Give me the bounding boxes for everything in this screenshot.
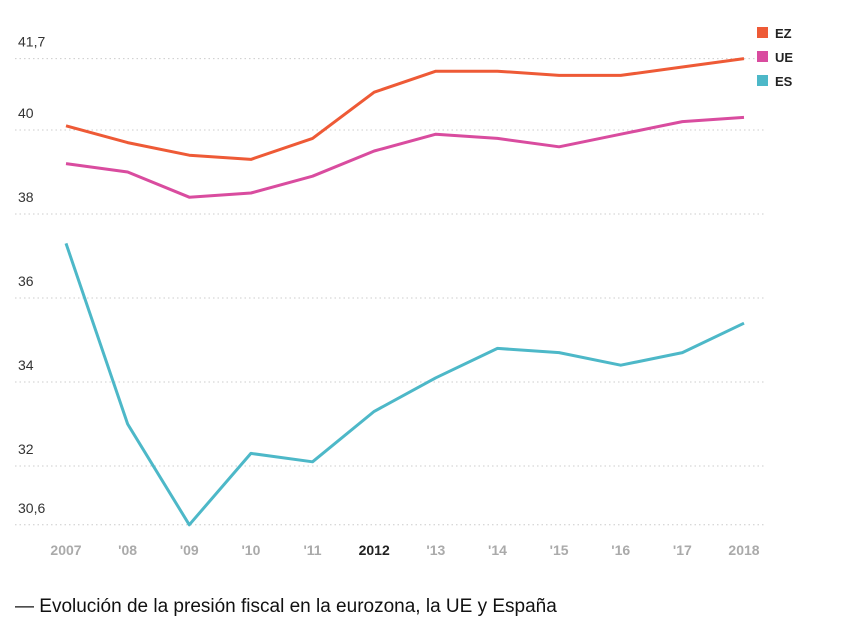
x-tick-label: '14 bbox=[488, 542, 507, 558]
y-tick-label: 34 bbox=[18, 357, 34, 373]
x-tick-label: '11 bbox=[303, 542, 321, 558]
legend-label: UE bbox=[775, 50, 793, 65]
x-tick-label: 2018 bbox=[728, 542, 759, 558]
x-axis-ticks: 2007 '08 '09 '10 '11 2012 '13 '14 '15 '16 '17 2018 bbox=[50, 542, 759, 558]
y-tick-label: 41,7 bbox=[18, 34, 45, 50]
y-tick-label: 40 bbox=[18, 105, 34, 121]
legend-label: ES bbox=[775, 74, 793, 89]
series-line-es bbox=[64, 242, 745, 527]
legend-label: EZ bbox=[775, 26, 792, 41]
series-line-ue bbox=[65, 115, 745, 199]
y-tick-label: 32 bbox=[18, 441, 34, 457]
legend: EZ UE ES bbox=[757, 26, 793, 89]
x-tick-label: '17 bbox=[673, 542, 692, 558]
x-tick-label: '15 bbox=[550, 542, 569, 558]
legend-swatch-ez bbox=[757, 27, 768, 38]
chart-title: — Evolución de la presión fiscal en la e… bbox=[15, 596, 557, 617]
y-tick-label: 36 bbox=[18, 273, 34, 289]
x-tick-label: 2012 bbox=[359, 542, 390, 558]
x-tick-label: '10 bbox=[241, 542, 260, 558]
series-lines bbox=[64, 57, 745, 527]
gridlines bbox=[15, 58, 765, 526]
x-tick-label: '16 bbox=[611, 542, 630, 558]
x-tick-label: '08 bbox=[118, 542, 137, 558]
y-tick-label: 38 bbox=[18, 189, 34, 205]
legend-swatch-ue bbox=[757, 51, 768, 62]
legend-swatch-es bbox=[757, 75, 768, 86]
series-line-ez bbox=[65, 57, 745, 161]
x-tick-label: 2007 bbox=[50, 542, 81, 558]
y-axis-ticks: 41,7 40 38 36 34 32 30,6 bbox=[18, 34, 45, 516]
x-tick-label: '13 bbox=[426, 542, 445, 558]
y-tick-label: 30,6 bbox=[18, 500, 45, 516]
x-tick-label: '09 bbox=[180, 542, 199, 558]
